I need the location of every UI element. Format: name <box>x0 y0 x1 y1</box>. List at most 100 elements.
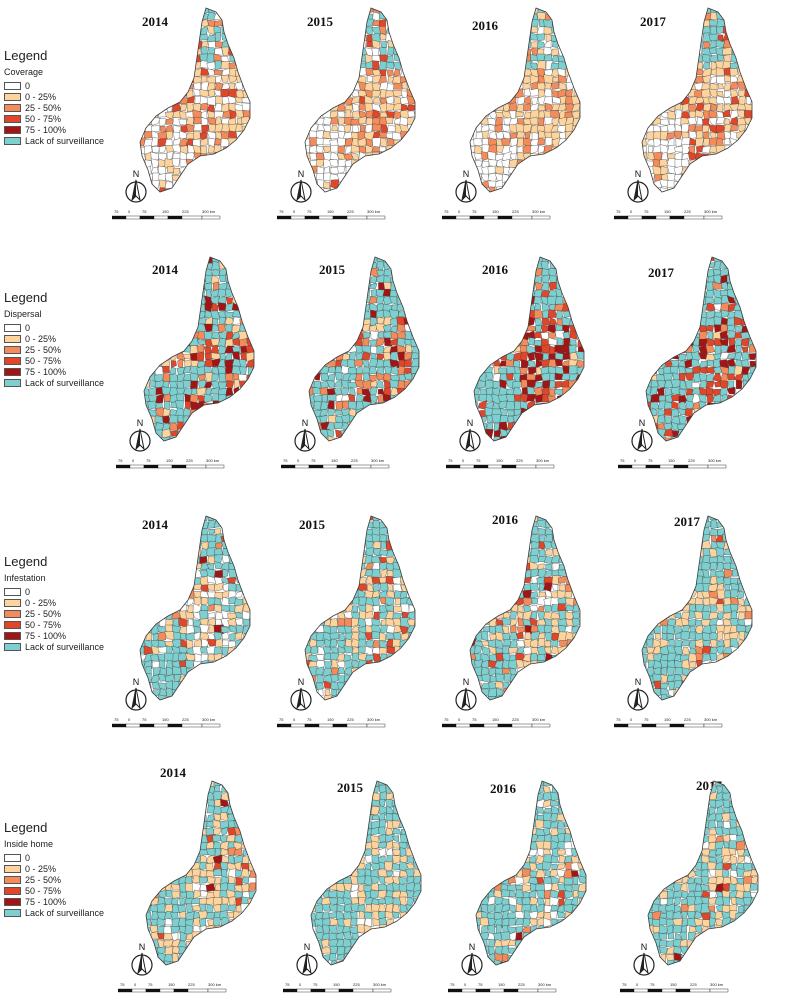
municipality-region <box>650 393 660 403</box>
municipality-region <box>688 639 698 648</box>
legend-label: 75 - 100% <box>25 366 67 377</box>
municipality-region <box>537 527 546 536</box>
municipality-region <box>707 359 715 367</box>
municipality-region <box>744 123 752 134</box>
municipality-region <box>221 46 230 57</box>
municipality-region <box>391 904 400 914</box>
municipality-region <box>386 646 395 654</box>
municipality-region <box>385 575 395 585</box>
municipality-region <box>205 862 214 871</box>
municipality-region <box>695 137 705 147</box>
north-label: N <box>639 418 646 428</box>
choropleth-map <box>143 256 255 442</box>
municipality-region <box>370 792 380 801</box>
municipality-region <box>563 868 573 879</box>
municipality-region <box>722 26 733 36</box>
municipality-region <box>369 402 377 410</box>
municipality-region <box>549 317 557 325</box>
municipality-region <box>212 834 222 843</box>
municipality-region <box>329 897 339 905</box>
municipality-region <box>535 781 545 786</box>
municipality-region <box>338 117 346 127</box>
municipality-region <box>392 90 403 97</box>
municipality-region <box>206 638 217 646</box>
year-label: 2014 <box>152 262 178 277</box>
municipality-region <box>221 102 230 113</box>
municipality-region <box>211 373 219 382</box>
municipality-region <box>236 583 243 592</box>
municipality-region <box>217 365 227 374</box>
legend-label: 50 - 75% <box>25 885 62 896</box>
municipality-region <box>499 415 509 423</box>
municipality-region <box>224 274 233 283</box>
municipality-region <box>369 276 378 284</box>
municipality-region <box>534 345 543 354</box>
municipality-region <box>370 875 379 886</box>
north-arrow-icon: N <box>455 677 477 711</box>
municipality-region <box>666 144 677 155</box>
municipality-region <box>653 680 662 690</box>
map-panel: 2016 N 75 0 75 150 225 300 km <box>440 245 590 490</box>
municipality-region <box>328 366 336 374</box>
municipality-region <box>361 351 371 361</box>
municipality-region <box>715 781 725 787</box>
municipality-region <box>543 808 553 814</box>
municipality-region <box>376 379 384 389</box>
municipality-region <box>544 833 552 843</box>
municipality-region <box>406 611 415 620</box>
municipality-region <box>691 358 700 367</box>
municipality-region <box>537 104 546 112</box>
year-label: 2016 <box>482 262 508 277</box>
municipality-region <box>162 415 171 425</box>
choropleth-map <box>647 780 759 966</box>
municipality-region <box>654 633 661 640</box>
municipality-region <box>716 645 725 654</box>
municipality-region <box>161 422 171 431</box>
municipality-region <box>213 917 221 927</box>
municipality-region <box>161 428 171 439</box>
municipality-region <box>551 554 561 563</box>
north-arrow-icon: N <box>125 169 147 203</box>
choropleth-map <box>139 7 251 193</box>
municipality-region <box>744 855 751 864</box>
legend-label: 25 - 50% <box>25 608 62 619</box>
choropleth-map <box>641 515 753 701</box>
municipality-region <box>688 130 697 139</box>
scale-label: 0 <box>293 717 296 722</box>
municipality-region <box>671 400 679 410</box>
municipality-region <box>687 123 696 133</box>
municipality-region <box>701 124 710 134</box>
municipality-region <box>474 645 483 655</box>
municipality-region <box>714 924 724 935</box>
municipality-region <box>386 792 395 801</box>
municipality-region <box>227 577 237 584</box>
municipality-region <box>220 812 228 822</box>
municipality-region <box>501 151 512 162</box>
scale-label: 150 <box>327 209 334 214</box>
scale-label: 300 km <box>532 717 546 722</box>
municipality-region <box>536 889 545 900</box>
municipality-region <box>350 119 360 126</box>
municipality-region <box>659 159 669 167</box>
municipality-region <box>543 19 554 28</box>
municipality-region <box>708 124 718 134</box>
municipality-region <box>379 819 386 829</box>
municipality-region <box>344 903 353 913</box>
municipality-region <box>329 151 340 161</box>
legend-swatch <box>4 853 21 862</box>
state-outline <box>304 7 416 193</box>
municipality-region <box>199 556 208 565</box>
municipality-region <box>378 282 385 291</box>
legend-label: 0 <box>25 322 31 333</box>
municipality-region <box>534 373 544 382</box>
scale-label: 225 <box>182 717 189 722</box>
municipality-region <box>326 352 337 362</box>
municipality-region <box>310 118 317 126</box>
municipality-region <box>480 109 490 118</box>
scale-label: 150 <box>496 458 503 463</box>
municipality-region <box>196 351 205 362</box>
municipality-region <box>691 382 701 389</box>
